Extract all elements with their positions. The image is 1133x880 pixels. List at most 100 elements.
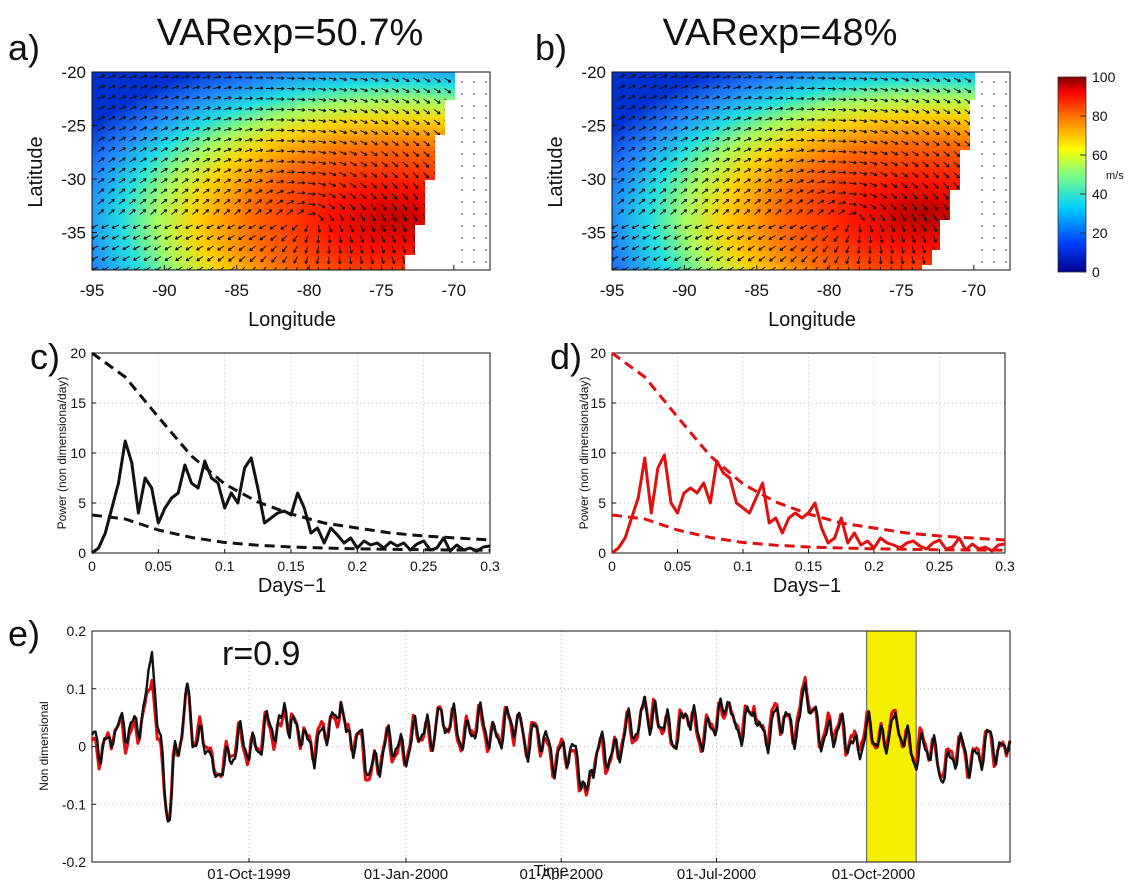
panel-a-arrow [444, 172, 450, 179]
panel-b-arrowhead [889, 260, 894, 265]
panel-b-arrowhead [867, 261, 872, 265]
panel-b-arrowhead [857, 240, 862, 244]
panel-a-arrow [202, 96, 211, 100]
panel-b-arrowhead [857, 271, 860, 274]
panel-a-arrowhead [205, 209, 210, 213]
panel-b-arrowhead [673, 178, 678, 182]
panel-a-arrowhead [270, 75, 274, 80]
panel-b-arrow [859, 77, 867, 80]
panel-b-arrowhead [821, 199, 825, 204]
panel-b-arrowhead [662, 209, 667, 213]
panel-a-arrow [402, 214, 407, 222]
panel-b-arrow [943, 88, 951, 93]
panel-b-arrowhead [953, 260, 958, 264]
panel-a-arrow [234, 138, 242, 142]
panel-a-arrow [328, 235, 331, 243]
panel-a-arrowhead [322, 140, 327, 145]
panel-a-arrow [217, 266, 225, 270]
colorbar-unit: m/s [1106, 170, 1124, 182]
panel-a-arrow [143, 235, 151, 240]
panel-a-arrowhead [384, 142, 389, 146]
panel-a-dot [461, 141, 463, 143]
panel-a-arrowhead [186, 85, 190, 89]
panel-b-arrowhead [922, 250, 927, 254]
panel-b-arrow [638, 136, 646, 142]
panel-a-arrowhead [385, 99, 389, 104]
panel-b-dot [981, 189, 983, 191]
panel-a-arrowhead [185, 246, 190, 251]
panel-b-arrow [712, 178, 720, 184]
panel-a-arrowhead [185, 178, 189, 182]
panel-b-arrowhead [663, 126, 668, 130]
panel-a-arrowhead [322, 98, 327, 102]
panel-a-arrowhead [363, 163, 368, 167]
panel-a-arrow [223, 178, 231, 184]
panel-a-arrow [129, 126, 137, 131]
panel-a-arrowhead [415, 142, 420, 147]
panel-b-arrowhead [768, 158, 773, 162]
panel-b-arrow [680, 95, 689, 100]
panel-b-arrowhead [954, 228, 959, 232]
panel-b-arrowhead [976, 239, 979, 242]
panel-b-arrowhead [779, 85, 784, 90]
panel-b-arrow [806, 169, 815, 173]
panel-b-arrowhead [716, 246, 720, 251]
panel-a-arrowhead [260, 75, 264, 80]
panel-b-arrowhead [856, 250, 861, 254]
panel-a-arrow [381, 119, 389, 125]
panel-a-arrow [196, 245, 204, 251]
panel-b-arrowhead [736, 198, 740, 203]
panel-a-arrowhead [100, 198, 105, 203]
panel-b-dot [993, 141, 995, 143]
panel-b-arrowhead [621, 178, 625, 182]
panel-a-arrowhead [302, 118, 306, 123]
panel-a-arrowhead [227, 199, 231, 203]
panel-a-arrow [192, 188, 199, 194]
panel-a-arrowhead [370, 250, 375, 254]
panel-b-arrow [612, 266, 619, 270]
panel-b-arrowhead [822, 237, 826, 242]
panel-a-arrowhead [101, 115, 106, 120]
panel-b-arrow [974, 161, 975, 168]
panel-a-arrowhead [165, 95, 169, 100]
panel-a-arrow [391, 98, 399, 103]
panel-a-arrow [108, 74, 116, 79]
panel-a-arrow [265, 199, 273, 205]
panel-b-arrowhead [799, 209, 803, 213]
panel-a-arrow [143, 266, 151, 270]
panel-a-arrow [318, 88, 326, 91]
panel-b-ytick-label: -35 [581, 224, 606, 243]
panel-a-arrow [244, 76, 253, 79]
panel-a-arrowhead [207, 126, 211, 131]
panel-a-arrowhead [372, 217, 376, 222]
panel-b-arrow [932, 266, 936, 270]
panel-a-arrowhead [175, 126, 179, 131]
panel-a-arrow [181, 85, 190, 89]
panel-a-arrowhead [416, 89, 420, 93]
panel-b-arrowhead [822, 128, 826, 133]
panel-a-arrowhead [447, 132, 451, 136]
panel-a-arrowhead [383, 206, 387, 211]
panel-b-arrowhead [716, 85, 721, 89]
panel-a-arrowhead [402, 271, 405, 274]
panel-a-dot [461, 213, 463, 215]
panel-a-arrowhead [354, 88, 358, 93]
panel-b-arrow [964, 214, 969, 222]
panel-b-arrowhead [853, 97, 857, 102]
panel-a-arrowhead [343, 140, 347, 145]
panel-b-arrowhead [895, 109, 899, 114]
panel-b-arrow [649, 95, 657, 100]
panel-b-arrow [733, 137, 741, 142]
panel-a-arrow [360, 266, 362, 270]
panel-a-arrowhead [228, 137, 232, 142]
panel-a-arrowhead [143, 178, 147, 182]
panel-a-arrow [150, 85, 158, 89]
panel-b-arrowhead [853, 76, 857, 81]
panel-b-arrowhead [769, 116, 773, 121]
panel-b-arrowhead [642, 115, 647, 120]
panel-b-arrowhead [653, 126, 657, 130]
panel-b-arrowhead [757, 209, 761, 213]
panel-b-arrow [754, 168, 762, 173]
panel-a-arrow [244, 87, 253, 89]
panel-a-arrow [360, 203, 366, 211]
